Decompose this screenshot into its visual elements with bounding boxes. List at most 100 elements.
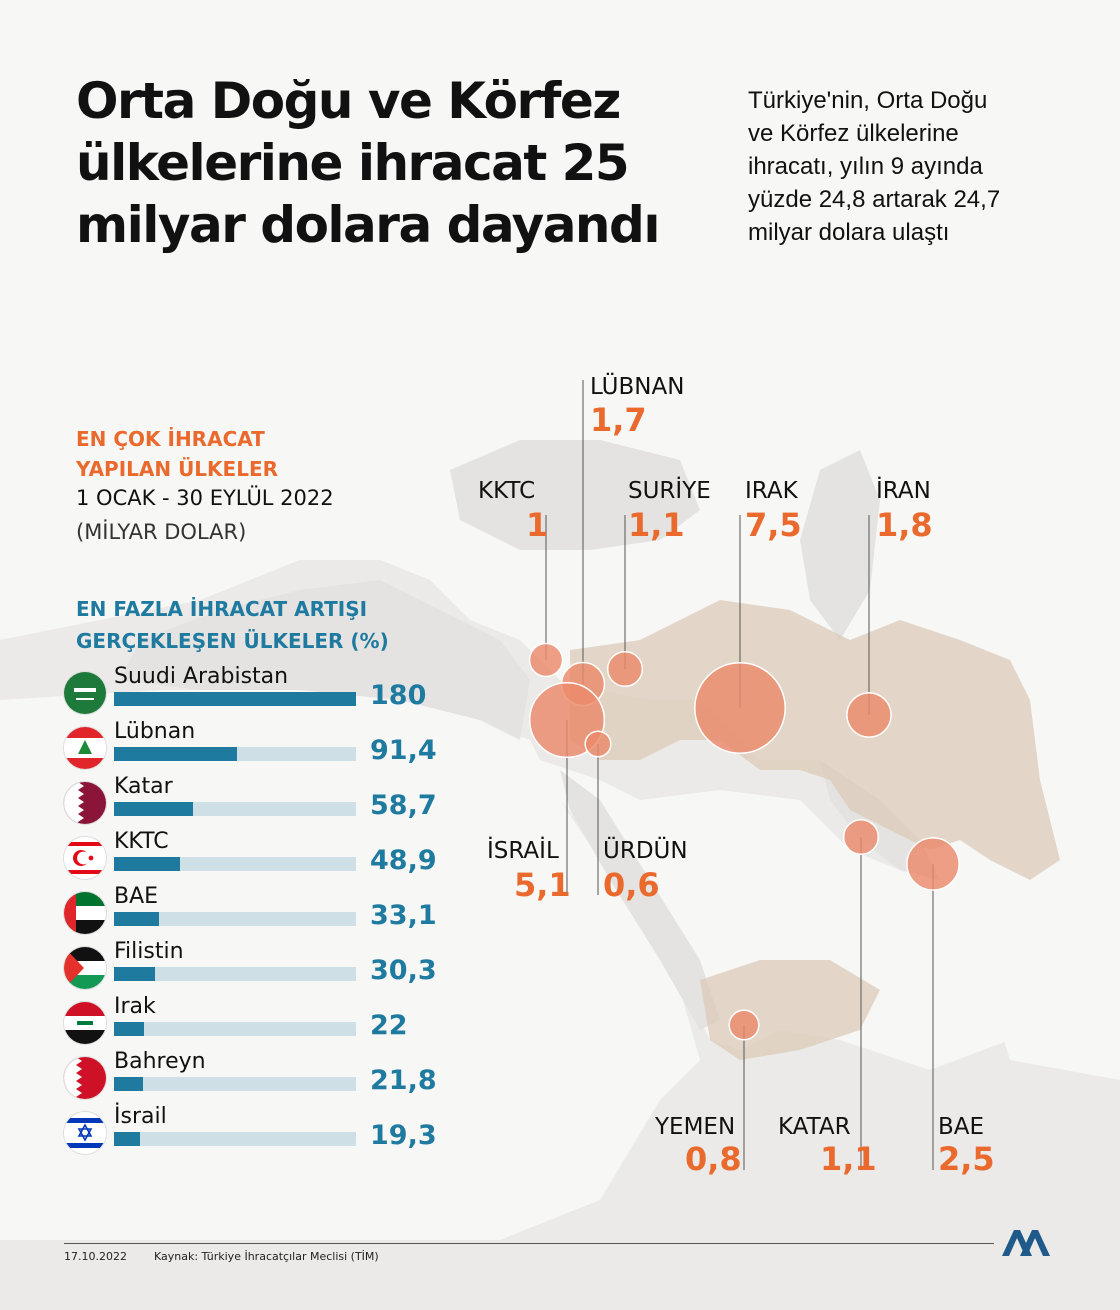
footer-date: 17.10.2022 — [64, 1250, 127, 1263]
bar-track — [114, 967, 356, 981]
map-country-label: YEMEN — [655, 1114, 736, 1140]
bar-row: BAE 33,1 — [64, 884, 464, 940]
period-label: 1 OCAK - 30 EYLÜL 2022 — [76, 486, 334, 510]
saudi-flag-icon — [64, 672, 106, 714]
export-bubble — [584, 730, 612, 758]
export-bubble — [606, 650, 644, 688]
iraq-flag-icon — [64, 1002, 106, 1044]
map-value-label: 1,7 — [590, 401, 647, 439]
map-value-label: 0,6 — [603, 866, 660, 904]
bar-category-label: Filistin — [114, 939, 184, 964]
unit-label: (MİLYAR DOLAR) — [76, 520, 247, 544]
bar-row: İsrail 19,3 — [64, 1104, 464, 1160]
page-title: Orta Doğu ve Körfez ülkelerine ihracat 2… — [76, 72, 660, 254]
bar-value-label: 30,3 — [370, 955, 437, 986]
red-sea-shape — [560, 770, 720, 1030]
map-country-label: BAE — [938, 1114, 985, 1140]
bar — [114, 1022, 144, 1036]
bar-value-label: 19,3 — [370, 1120, 437, 1151]
bar — [114, 747, 237, 761]
intro-text: Türkiye'nin, Orta Doğu ve Körfez ülkeler… — [748, 87, 1001, 246]
map-country-label: İSRAİL — [487, 838, 559, 864]
map-value-label: 2,5 — [938, 1140, 995, 1178]
bar-track — [114, 802, 356, 816]
export-bubble — [846, 692, 892, 738]
bar-row: Bahreyn 21,8 — [64, 1049, 464, 1105]
map-value-label: 1,1 — [628, 506, 685, 544]
bar-value-label: 22 — [370, 1010, 408, 1041]
map-country-label: İRAN — [876, 478, 931, 504]
map-country-label: KATAR — [778, 1114, 851, 1140]
section1-heading-line1: EN ÇOK İHRACAT — [76, 427, 265, 451]
bar-value-label: 48,9 — [370, 845, 437, 876]
black-sea-shape — [450, 440, 700, 550]
bar-category-label: Bahreyn — [114, 1049, 206, 1074]
middle-east-region — [570, 600, 1060, 880]
footer-source: Kaynak: Türkiye İhracatçılar Meclisi (Tİ… — [154, 1250, 379, 1263]
bar — [114, 1077, 143, 1091]
bar-row: KKTC 48,9 — [64, 829, 464, 885]
section1-heading-line2: YAPILAN ÜLKELER — [76, 457, 279, 481]
map-value-label: 5,1 — [514, 866, 571, 904]
israel-flag-icon — [64, 1112, 106, 1154]
export-bubble — [694, 662, 786, 754]
map-country-label: SURİYE — [628, 478, 711, 504]
map-value-label: 7,5 — [745, 506, 802, 544]
africa-shape — [0, 690, 700, 1240]
bar-track — [114, 747, 356, 761]
section2-heading-line1: EN FAZLA İHRACAT ARTIŞI — [76, 597, 368, 621]
bar-row: Suudi Arabistan 180 — [64, 664, 464, 720]
bar — [114, 912, 159, 926]
palestine-flag-icon — [64, 947, 106, 989]
qatar-flag-icon — [64, 782, 106, 824]
map-value-label: 1,1 — [820, 1140, 877, 1178]
export-bubble — [906, 837, 960, 891]
bar-value-label: 91,4 — [370, 735, 437, 766]
footer-divider — [64, 1243, 994, 1244]
bar-category-label: İsrail — [114, 1104, 167, 1129]
bar-track — [114, 1132, 356, 1146]
bar — [114, 857, 180, 871]
bar — [114, 1132, 140, 1146]
bar-category-label: Lübnan — [114, 719, 196, 744]
bar-track — [114, 912, 356, 926]
map-value-label: 0,8 — [685, 1140, 742, 1178]
map-value-label: 1,8 — [876, 506, 933, 544]
section2-heading-line2: GERÇEKLEŞEN ÜLKELER (%) — [76, 629, 389, 653]
map-country-label: ÜRDÜN — [603, 838, 688, 864]
bar-track — [114, 692, 356, 706]
map-country-label: LÜBNAN — [590, 374, 685, 400]
export-bubble — [842, 818, 880, 856]
export-bubble — [728, 1009, 760, 1041]
bar-row: Filistin 30,3 — [64, 939, 464, 995]
map-value-label: 1 — [526, 506, 549, 544]
bar-category-label: KKTC — [114, 829, 169, 854]
bar-row: Irak 22 — [64, 994, 464, 1050]
bar — [114, 967, 155, 981]
bar-track — [114, 1077, 356, 1091]
kktc-flag-icon — [64, 837, 106, 879]
bar-track — [114, 1022, 356, 1036]
arabia-shape — [540, 760, 1010, 1070]
bar-value-label: 21,8 — [370, 1065, 437, 1096]
map-country-label: KKTC — [478, 478, 536, 504]
bar-track — [114, 857, 356, 871]
bar-category-label: Suudi Arabistan — [114, 664, 289, 689]
uae-flag-icon — [64, 892, 106, 934]
bar-category-label: Irak — [114, 994, 156, 1019]
map-country-label: IRAK — [745, 478, 798, 504]
bar — [114, 802, 193, 816]
export-bubble — [528, 642, 564, 678]
bar — [114, 692, 356, 706]
bar-value-label: 58,7 — [370, 790, 437, 821]
bahrain-flag-icon — [64, 1057, 106, 1099]
bar-value-label: 180 — [370, 680, 427, 711]
caspian-shape — [800, 450, 880, 640]
bar-category-label: Katar — [114, 774, 173, 799]
mediterranean-shape — [120, 580, 530, 740]
bar-row: Lübnan 91,4 — [64, 719, 464, 775]
aa-logo-icon — [1002, 1230, 1050, 1256]
bar-value-label: 33,1 — [370, 900, 437, 931]
